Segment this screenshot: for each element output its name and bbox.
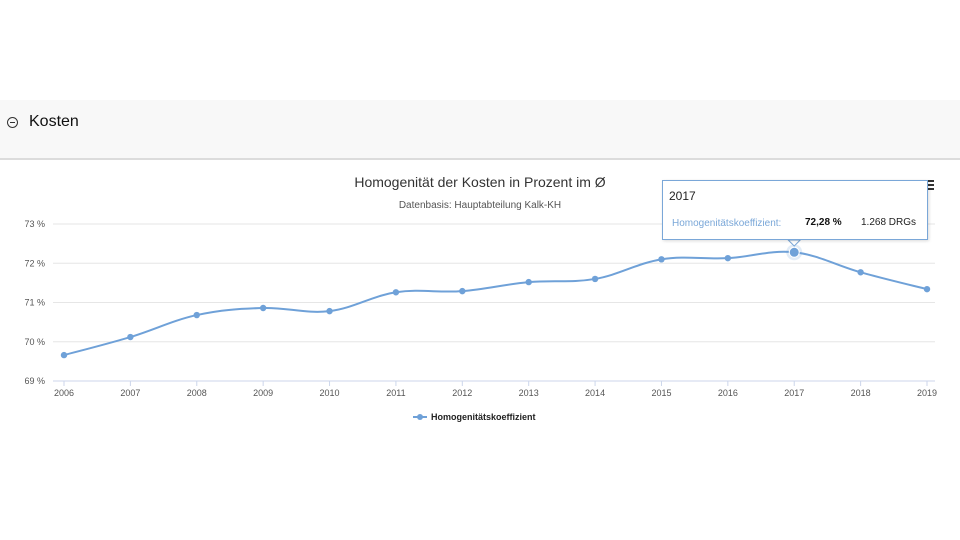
chart-subtitle: Datenbasis: Hauptabteilung Kalk-KH — [398, 200, 562, 211]
svg-text:2018: 2018 — [851, 388, 871, 398]
data-point[interactable] — [60, 351, 68, 359]
data-point[interactable] — [127, 333, 134, 341]
series-line — [63, 250, 928, 357]
svg-text:2007: 2007 — [120, 388, 140, 398]
svg-text:2015: 2015 — [651, 388, 671, 398]
section-title: Kosten — [29, 113, 79, 130]
svg-text:71 %: 71 % — [24, 298, 45, 308]
data-point[interactable] — [326, 307, 333, 315]
svg-text:2008: 2008 — [187, 388, 207, 398]
hamburger-menu-icon[interactable] — [928, 180, 934, 191]
tooltip: 2017 Homogenitätskoeffizient: 72,28 % 1.… — [662, 180, 928, 240]
grid-lines — [53, 223, 935, 386]
svg-text:2019: 2019 — [917, 388, 937, 398]
legend-label: Homogenitätskoeffizient — [431, 412, 536, 422]
data-point[interactable] — [193, 311, 200, 319]
svg-text:2006: 2006 — [54, 388, 74, 398]
section-header-kosten[interactable]: Kosten — [0, 100, 960, 160]
x-axis-labels: 2006 2007 2008 2009 2010 2011 2012 2013 2014 2015… — [54, 388, 937, 398]
svg-text:72 %: 72 % — [24, 258, 45, 268]
data-point[interactable] — [923, 285, 931, 293]
svg-text:73 %: 73 % — [24, 219, 45, 229]
tooltip-value: 72,28 % — [805, 217, 842, 228]
data-point[interactable] — [392, 289, 400, 296]
tooltip-year: 2017 — [669, 189, 696, 203]
data-point[interactable] — [788, 246, 800, 258]
svg-text:2014: 2014 — [585, 388, 605, 398]
svg-text:69 %: 69 % — [24, 376, 45, 386]
data-point[interactable] — [591, 275, 599, 283]
svg-text:2011: 2011 — [386, 388, 405, 398]
legend-line-icon — [413, 412, 427, 422]
svg-text:2009: 2009 — [253, 388, 273, 398]
data-point[interactable] — [525, 278, 532, 286]
data-point[interactable] — [658, 256, 665, 263]
legend-item[interactable]: Homogenitätskoeffizient — [413, 412, 536, 422]
svg-text:2012: 2012 — [452, 388, 472, 398]
svg-text:2010: 2010 — [320, 388, 340, 398]
data-point[interactable] — [259, 304, 267, 312]
minus-circle-icon[interactable] — [7, 117, 18, 128]
svg-text:70 %: 70 % — [24, 337, 45, 347]
data-point[interactable] — [724, 254, 732, 262]
chart-title: Homogenität der Kosten in Prozent im Ø — [354, 174, 606, 190]
data-point[interactable] — [459, 287, 466, 295]
data-point[interactable] — [857, 269, 864, 276]
data-points — [60, 244, 931, 359]
svg-text:2016: 2016 — [718, 388, 738, 398]
tooltip-drg-count: 1.268 DRGs — [861, 217, 917, 228]
y-axis-labels: 69 % 70 % 71 % 72 % 73 % — [24, 219, 45, 386]
svg-text:2017: 2017 — [784, 388, 804, 398]
tooltip-pointer — [787, 239, 802, 247]
tooltip-series-name: Homogenitätskoeffizient: — [672, 218, 782, 229]
svg-text:2013: 2013 — [519, 388, 539, 398]
